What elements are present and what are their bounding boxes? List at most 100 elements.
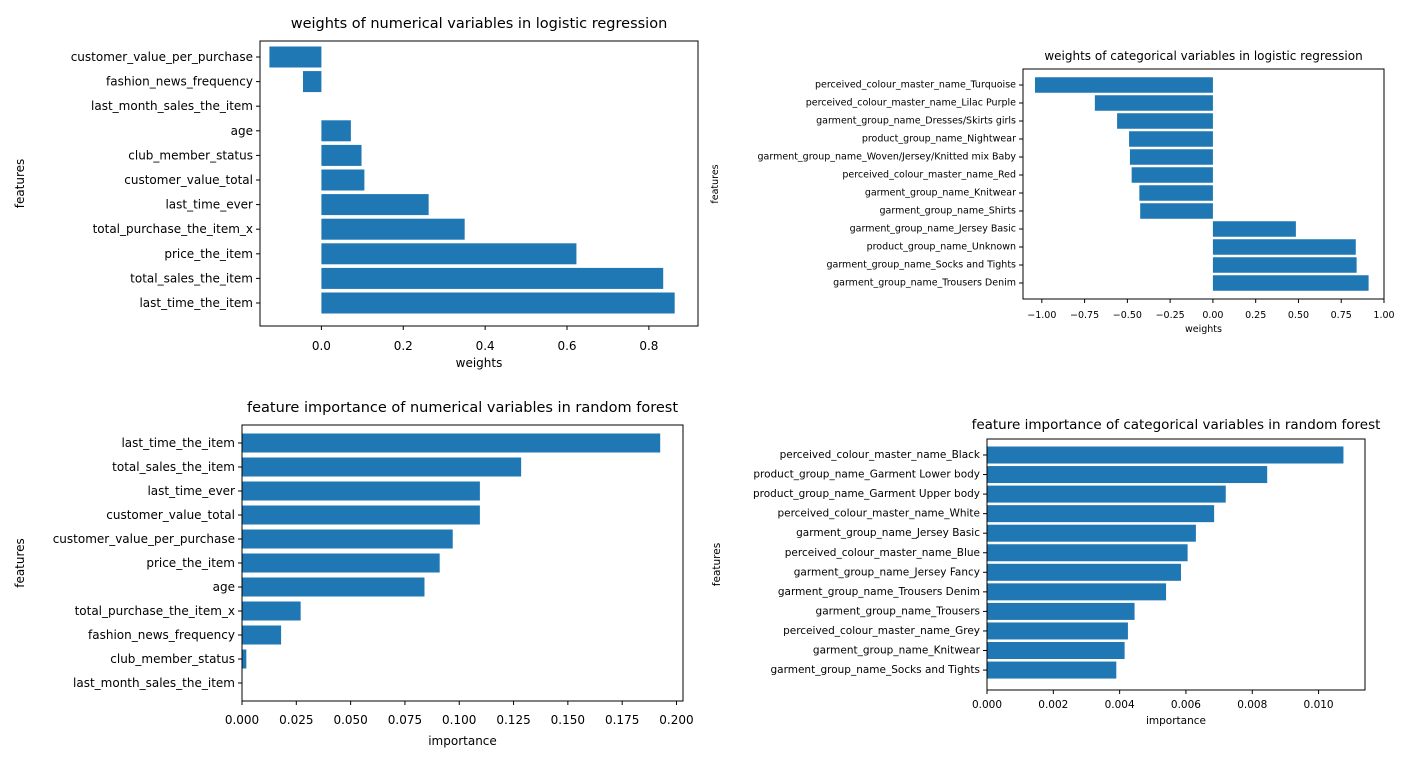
y-axis-label: features xyxy=(710,164,721,203)
x-tick-label: 0.010 xyxy=(1304,699,1334,711)
x-tick-label: 0.004 xyxy=(1105,699,1135,711)
y-tick-label: garment_group_name_Trousers Denim xyxy=(778,586,980,598)
x-tick-label: 0.150 xyxy=(551,713,585,727)
y-tick-label: perceived_colour_master_name_Red xyxy=(842,170,1016,181)
bar xyxy=(987,544,1188,562)
bar xyxy=(242,457,522,477)
bar xyxy=(242,553,440,573)
bar xyxy=(987,524,1196,542)
bar xyxy=(987,485,1226,503)
x-tick-label: 0.175 xyxy=(605,713,639,727)
y-tick-label: perceived_colour_master_name_Turquoise xyxy=(815,80,1016,91)
y-tick-label: product_group_name_Unknown xyxy=(867,242,1016,253)
y-tick-label: price_the_item xyxy=(164,247,253,261)
y-tick-label: total_purchase_the_item_x xyxy=(75,604,235,618)
chart-title: weights of categorical variables in logi… xyxy=(1044,49,1362,63)
x-tick-label: 0.050 xyxy=(333,713,367,727)
bar xyxy=(987,505,1215,523)
x-tick-label: 0.000 xyxy=(225,713,259,727)
x-axis-label: weights xyxy=(1185,324,1222,335)
y-tick-label: last_month_sales_the_item xyxy=(73,676,235,690)
y-tick-label: last_time_ever xyxy=(165,198,253,212)
x-tick-label: 0.006 xyxy=(1171,699,1201,711)
y-tick-label: perceived_colour_master_name_White xyxy=(777,508,980,520)
y-tick-label: total_sales_the_item xyxy=(112,460,235,474)
chart-rf-categorical: perceived_colour_master_name_Blackproduc… xyxy=(711,417,1380,727)
x-tick-label: 0.025 xyxy=(279,713,313,727)
y-tick-label: customer_value_total xyxy=(106,508,235,522)
y-tick-label: last_time_ever xyxy=(147,484,235,498)
bar xyxy=(987,563,1181,581)
bar xyxy=(242,625,282,645)
bar xyxy=(321,218,465,240)
bar xyxy=(1094,95,1213,111)
bar xyxy=(1212,257,1357,273)
x-tick-label: 1.00 xyxy=(1373,310,1394,321)
bar xyxy=(242,481,480,501)
bar xyxy=(321,120,351,142)
x-tick-label: 0.000 xyxy=(972,699,1002,711)
y-tick-label: garment_group_name_Trousers Denim xyxy=(833,278,1016,289)
bar xyxy=(1117,113,1213,129)
y-tick-label: garment_group_name_Knitwear xyxy=(865,188,1016,199)
x-tick-label: 0.75 xyxy=(1331,310,1352,321)
y-tick-label: product_group_name_Nightwear xyxy=(862,134,1016,145)
x-tick-label: 0.50 xyxy=(1288,310,1309,321)
chart-title: feature importance of numerical variable… xyxy=(247,400,678,416)
bar xyxy=(987,583,1167,601)
x-tick-label: 0.008 xyxy=(1237,699,1267,711)
bar xyxy=(242,649,247,669)
y-tick-label: garment_group_name_Jersey Basic xyxy=(796,527,980,539)
x-tick-label: 0.200 xyxy=(659,713,693,727)
y-tick-label: customer_value_total xyxy=(124,173,253,187)
bar xyxy=(987,466,1268,484)
y-tick-label: age xyxy=(231,124,253,138)
x-tick-label: −0.25 xyxy=(1156,310,1185,321)
chart-logreg-categorical: perceived_colour_master_name_Turquoisepe… xyxy=(710,49,1395,335)
y-tick-label: customer_value_per_purchase xyxy=(71,50,253,64)
y-tick-label: last_time_the_item xyxy=(121,436,235,450)
y-axis-label: features xyxy=(13,538,27,588)
plot-frame xyxy=(986,438,1366,691)
x-tick-label: 0.00 xyxy=(1202,310,1223,321)
chart-title: feature importance of categorical variab… xyxy=(972,417,1381,433)
y-tick-label: last_month_sales_the_item xyxy=(91,99,253,113)
x-tick-label: 0.25 xyxy=(1245,310,1266,321)
y-tick-label: club_member_status xyxy=(110,652,235,666)
x-tick-label: 0.4 xyxy=(476,339,495,353)
bar xyxy=(321,292,675,314)
x-tick-label: 0.8 xyxy=(639,339,658,353)
bar xyxy=(321,144,362,166)
y-tick-label: product_group_name_Garment Lower body xyxy=(753,469,980,481)
bar xyxy=(321,194,429,216)
plot-frame xyxy=(259,40,699,327)
x-tick-label: 0.002 xyxy=(1038,699,1068,711)
bar xyxy=(1034,77,1213,93)
x-tick-label: 0.125 xyxy=(496,713,530,727)
x-tick-label: 0.0 xyxy=(312,339,331,353)
chart-rf-numerical: last_time_the_item total_sales_the_itemla… xyxy=(13,400,694,748)
bar xyxy=(242,601,301,621)
x-tick-label: −0.50 xyxy=(1113,310,1142,321)
x-tick-label: 0.100 xyxy=(442,713,476,727)
bar xyxy=(242,433,661,453)
chart-title: weights of numerical variables in logist… xyxy=(291,16,668,32)
bar xyxy=(1212,239,1356,255)
y-tick-label: garment_group_name_Knitwear xyxy=(813,645,981,657)
bar xyxy=(242,529,453,549)
y-tick-label: garment_group_name_Shirts xyxy=(880,206,1017,217)
y-axis-label: features xyxy=(711,543,723,586)
bar xyxy=(242,505,480,525)
x-tick-label: −0.75 xyxy=(1070,310,1099,321)
y-tick-label: fashion_news_frequency xyxy=(88,628,235,642)
x-axis-label: importance xyxy=(428,734,497,748)
y-tick-label: last_time_the_item xyxy=(139,296,253,310)
bar xyxy=(1212,221,1296,237)
x-tick-label: −1.00 xyxy=(1027,310,1056,321)
y-tick-label: garment_group_name_Dresses/Skirts girls xyxy=(816,116,1016,127)
x-tick-label: 0.075 xyxy=(388,713,422,727)
y-tick-label: fashion_news_frequency xyxy=(106,75,253,89)
x-tick-label: 0.2 xyxy=(394,339,413,353)
y-tick-label: garment_group_name_Jersey Basic xyxy=(850,224,1016,235)
